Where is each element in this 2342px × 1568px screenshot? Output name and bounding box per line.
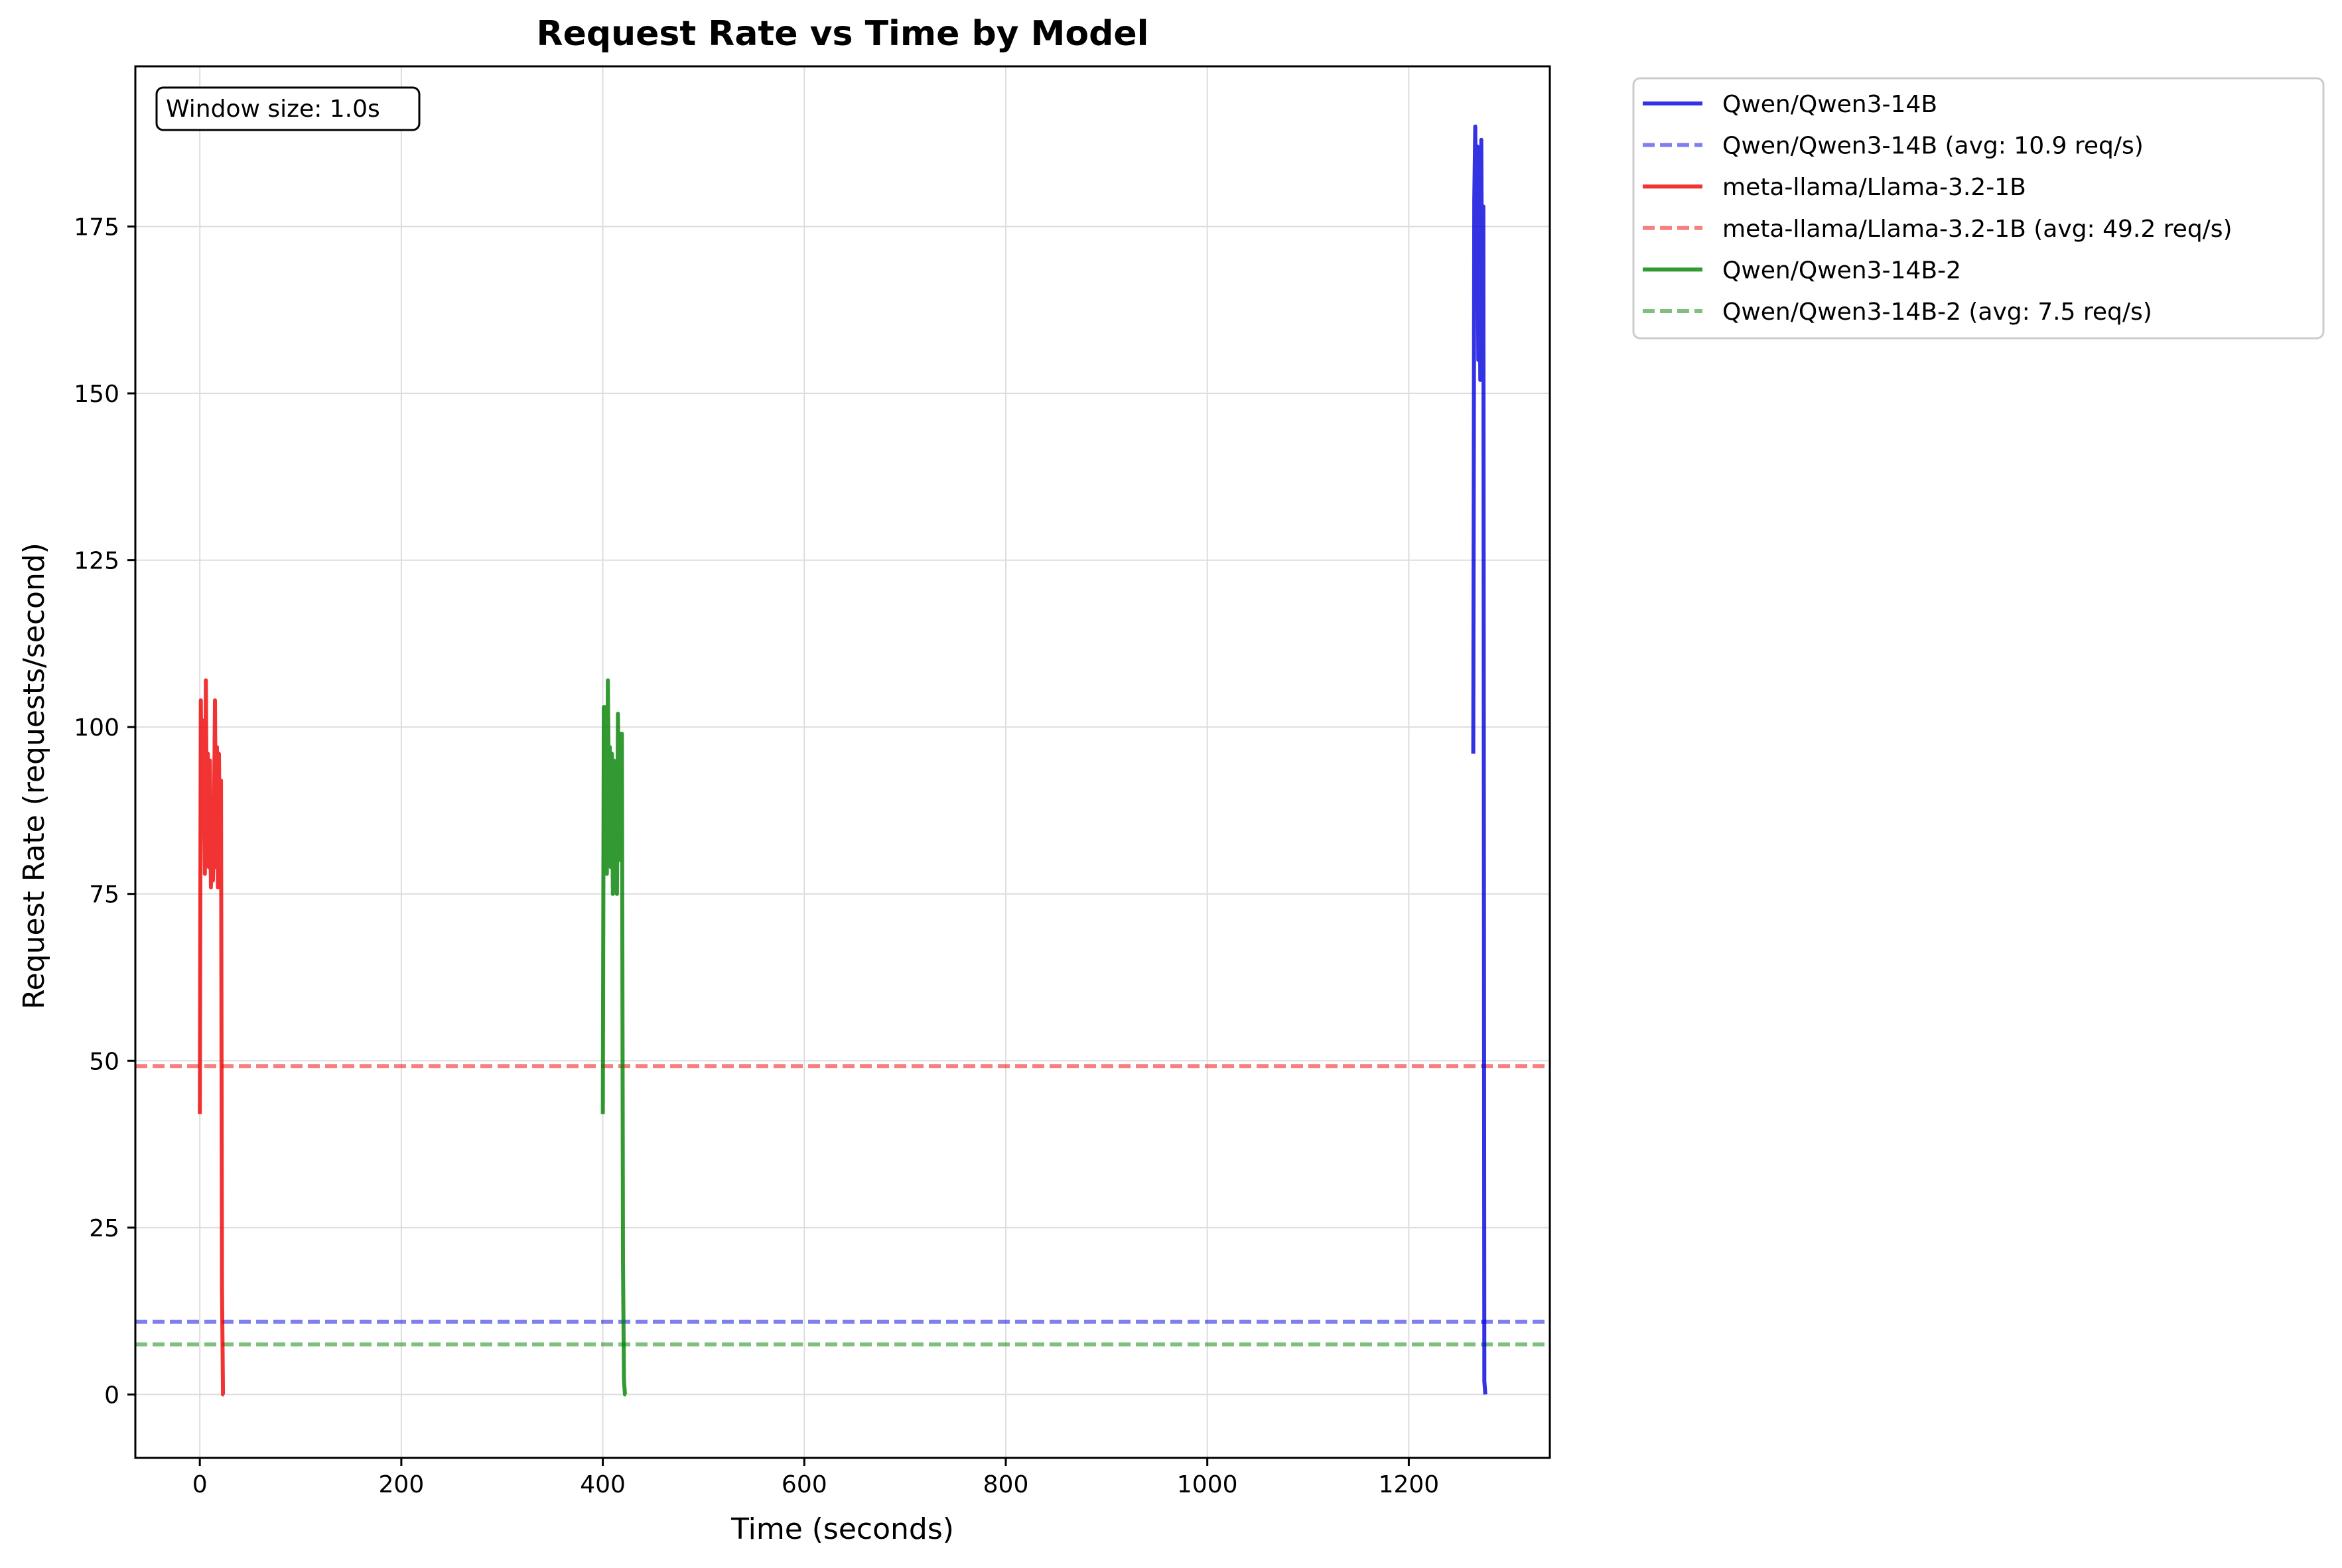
- legend-label-0: Qwen/Qwen3-14B: [1722, 91, 1937, 118]
- y-tick-label: 150: [74, 381, 119, 408]
- series-layer: [198, 124, 1487, 1397]
- legend-label-3: meta-llama/Llama-3.2-1B (avg: 49.2 req/s…: [1722, 216, 2233, 243]
- y-tick-label: 50: [89, 1048, 119, 1075]
- x-tick-label: 0: [192, 1471, 208, 1498]
- y-tick-label: 175: [74, 214, 119, 241]
- annotation-box: [155, 86, 421, 131]
- series-line-4: [600, 678, 627, 1397]
- series-line-0: [1471, 124, 1487, 1395]
- grid-layer: [135, 66, 1550, 1458]
- y-tick-label: 100: [74, 714, 119, 742]
- legend-label-4: Qwen/Qwen3-14B-2: [1722, 257, 1961, 284]
- legend-label-2: meta-llama/Llama-3.2-1B: [1722, 174, 2026, 201]
- x-tick-label: 400: [580, 1471, 626, 1498]
- x-tick-label: 600: [782, 1471, 827, 1498]
- series-line-2: [198, 678, 226, 1397]
- y-tick-label: 0: [104, 1382, 119, 1409]
- x-tick-label: 200: [379, 1471, 425, 1498]
- y-tick-label: 125: [74, 548, 119, 575]
- x-tick-label: 1000: [1177, 1471, 1238, 1498]
- legend-frame: [1632, 77, 2325, 340]
- chart-title: Request Rate vs Time by Model: [537, 14, 1149, 54]
- tick-layer: 0 200 400 600 800 1000 1200 0 25 50 75 100 125 150 175: [74, 214, 1439, 1498]
- legend-label-1: Qwen/Qwen3-14B (avg: 10.9 req/s): [1722, 133, 2144, 160]
- y-tick-label: 25: [89, 1215, 119, 1242]
- y-axis-label: Request Rate (requests/second): [17, 543, 51, 1010]
- legend: Qwen/Qwen3-14B Qwen/Qwen3-14B (avg: 10.9 …: [1632, 77, 2325, 340]
- window-size-annotation: Window size: 1.0s: [155, 86, 421, 131]
- average-lines-layer: [135, 1064, 1550, 1346]
- x-axis-label: Time (seconds): [730, 1512, 954, 1546]
- x-tick-label: 800: [983, 1471, 1029, 1498]
- plot-area-frame: [134, 65, 1551, 1459]
- annotation-text: Window size: 1.0s: [166, 96, 380, 123]
- x-tick-label: 1200: [1379, 1471, 1440, 1498]
- y-tick-label: 75: [89, 882, 119, 909]
- legend-label-5: Qwen/Qwen3-14B-2 (avg: 7.5 req/s): [1722, 298, 2152, 326]
